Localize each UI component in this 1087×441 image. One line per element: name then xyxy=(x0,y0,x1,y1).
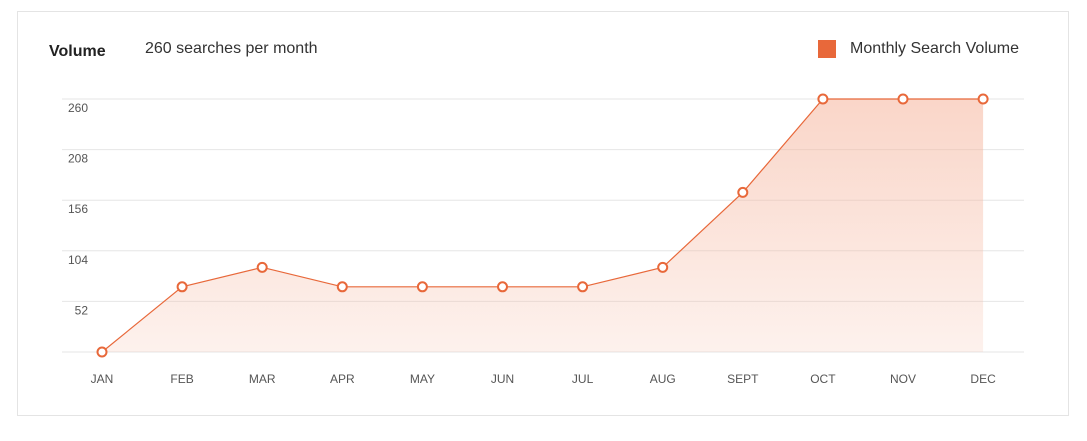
area-fill xyxy=(102,99,984,352)
x-tick-label: JUL xyxy=(572,372,594,386)
data-point-jul[interactable] xyxy=(577,281,589,293)
x-tick-label: JUN xyxy=(491,372,514,386)
y-tick-label: 260 xyxy=(68,101,88,115)
legend-label: Monthly Search Volume xyxy=(850,40,1019,57)
y-axis-ticks: 52 104 156 208 260 xyxy=(68,101,88,317)
data-point-jan[interactable] xyxy=(96,346,108,358)
y-tick-label: 208 xyxy=(68,152,88,166)
data-point-jun[interactable] xyxy=(497,281,508,293)
x-tick-label: AUG xyxy=(650,372,676,386)
legend[interactable]: Monthly Search Volume xyxy=(818,40,1019,58)
x-tick-label: SEPT xyxy=(727,372,759,386)
data-point-oct[interactable] xyxy=(817,93,829,105)
data-points xyxy=(96,93,989,358)
data-point-sept[interactable] xyxy=(737,186,749,198)
data-point-mar[interactable] xyxy=(256,261,268,273)
x-tick-label: FEB xyxy=(170,372,193,386)
x-tick-label: MAR xyxy=(249,372,276,386)
chart-subtitle: 260 searches per month xyxy=(145,40,318,57)
x-tick-label: OCT xyxy=(810,372,836,386)
series-line xyxy=(101,98,984,353)
y-tick-label: 156 xyxy=(68,202,88,216)
legend-swatch xyxy=(818,40,837,58)
x-tick-label: MAY xyxy=(410,372,435,386)
chart-title: Volume xyxy=(49,43,106,60)
data-point-feb[interactable] xyxy=(176,281,188,293)
data-point-dec[interactable] xyxy=(977,93,989,105)
data-point-may[interactable] xyxy=(416,281,428,293)
data-point-apr[interactable] xyxy=(336,281,348,293)
x-tick-label: NOV xyxy=(890,372,916,386)
y-tick-label: 104 xyxy=(68,253,88,267)
x-tick-label: DEC xyxy=(970,372,996,386)
x-tick-label: JAN xyxy=(91,372,114,386)
data-point-nov[interactable] xyxy=(897,93,909,105)
data-point-aug[interactable] xyxy=(657,261,669,273)
x-axis-ticks: JAN FEB MAR APR MAY JUN JUL AUG SEPT OCT NOV DEC xyxy=(91,372,996,386)
x-tick-label: APR xyxy=(330,372,355,386)
y-tick-label: 52 xyxy=(75,303,89,317)
